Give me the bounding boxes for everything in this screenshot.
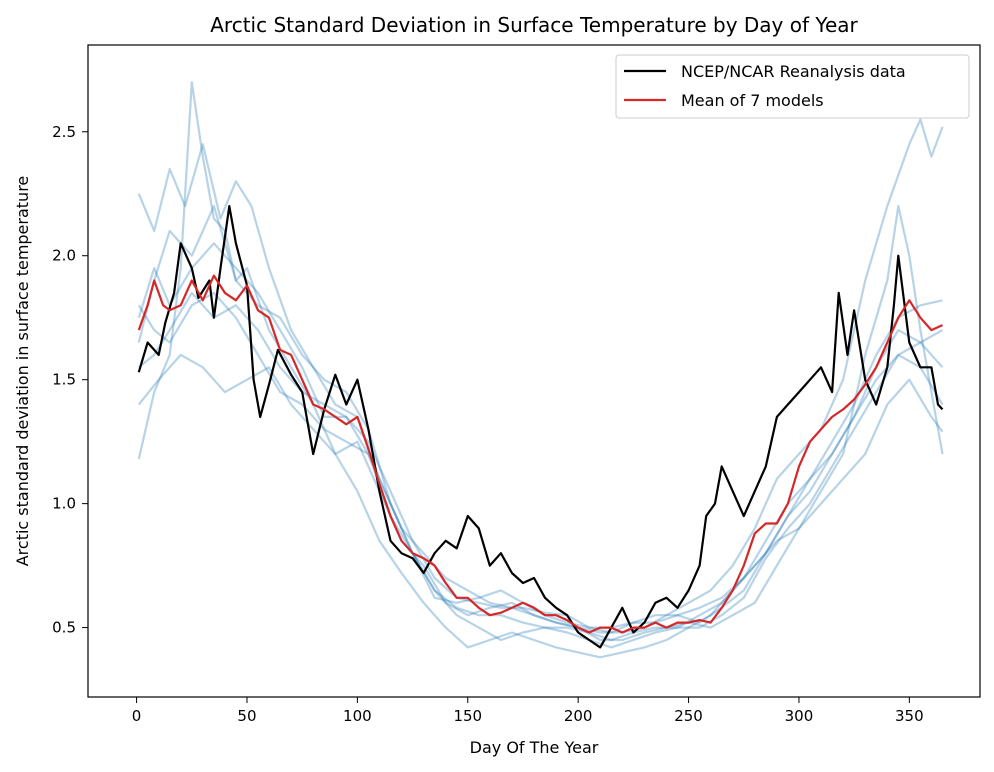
- ticks-layer: 0 50 100 150 200 250 300 350 0.5 1.0 1.5 2.0 2.5: [52, 123, 924, 725]
- legend: NCEP/NCAR Reanalysis data Mean of 7 mode…: [615, 54, 970, 119]
- model-series-line-2: [137, 81, 944, 659]
- series-layer: [137, 81, 944, 659]
- x-tick-label: 0: [132, 707, 142, 725]
- model-series-line-1: [137, 118, 944, 634]
- x-tick-label: 100: [343, 707, 372, 725]
- plot-frame: [87, 44, 981, 698]
- series-line-mean: [137, 274, 943, 634]
- model-series-line-3: [137, 291, 944, 649]
- legend-label-reanalysis: NCEP/NCAR Reanalysis data: [681, 62, 906, 81]
- y-tick-label: 1.5: [52, 371, 76, 389]
- model-series-line-7: [137, 242, 944, 642]
- x-tick-label: 200: [564, 707, 593, 725]
- x-tick-label: 50: [237, 707, 256, 725]
- series-line-reanalysis: [137, 205, 944, 649]
- legend-label-mean: Mean of 7 models: [681, 91, 824, 110]
- x-tick-label: 350: [895, 707, 924, 725]
- x-axis-label: Day Of The Year: [470, 738, 599, 757]
- y-tick-label: 0.5: [52, 619, 76, 637]
- y-tick-label: 1.0: [52, 495, 76, 513]
- x-tick-label: 250: [674, 707, 703, 725]
- x-tick-label: 150: [453, 707, 482, 725]
- x-tick-label: 300: [785, 707, 814, 725]
- y-axis-label: Arctic standard deviation in surface tem…: [13, 176, 32, 567]
- legend-box: [615, 54, 970, 119]
- y-tick-label: 2.5: [52, 123, 76, 141]
- y-tick-label: 2.0: [52, 247, 76, 265]
- chart-title: Arctic Standard Deviation in Surface Tem…: [210, 13, 858, 37]
- model-series-line-6: [138, 291, 944, 629]
